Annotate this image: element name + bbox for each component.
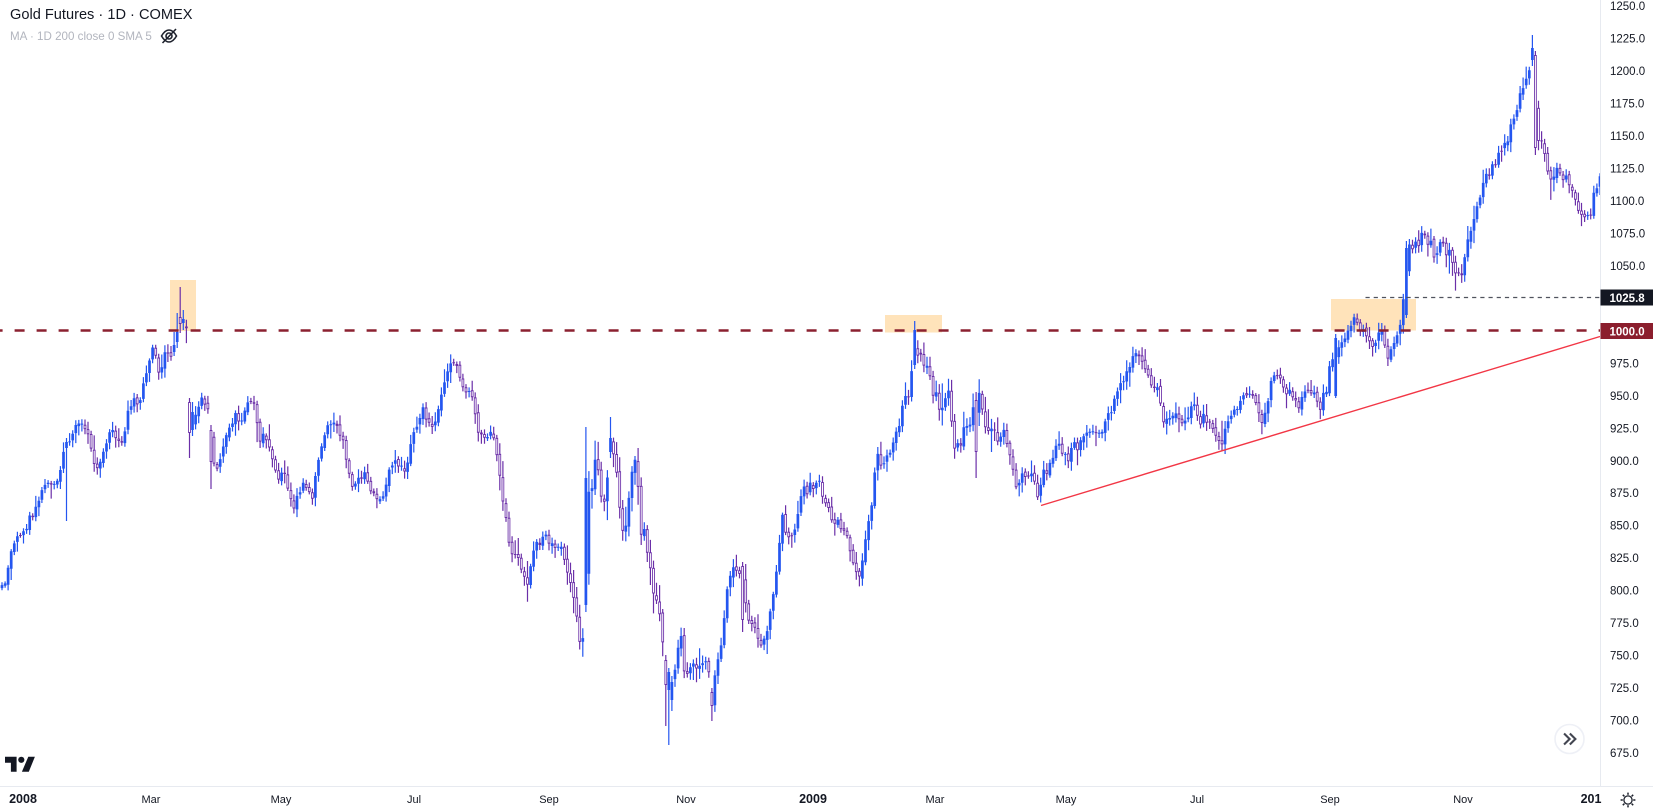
- svg-text:2008: 2008: [9, 792, 37, 806]
- svg-text:1075.0: 1075.0: [1610, 229, 1645, 241]
- svg-text:900.0: 900.0: [1610, 456, 1639, 468]
- svg-text:875.0: 875.0: [1610, 488, 1639, 500]
- svg-text:675.0: 675.0: [1610, 748, 1639, 760]
- svg-text:1125.0: 1125.0: [1610, 164, 1644, 176]
- svg-text:1100.0: 1100.0: [1610, 196, 1644, 208]
- svg-text:Sep: Sep: [1320, 794, 1340, 806]
- svg-text:Mar: Mar: [142, 794, 161, 806]
- svg-text:800.0: 800.0: [1610, 586, 1639, 598]
- svg-text:750.0: 750.0: [1610, 651, 1639, 663]
- svg-text:Gold Futures · 1D · COMEX: Gold Futures · 1D · COMEX: [10, 7, 193, 23]
- svg-text:Jul: Jul: [407, 794, 421, 806]
- svg-text:1000.0: 1000.0: [1610, 326, 1645, 338]
- svg-text:950.0: 950.0: [1610, 391, 1639, 403]
- svg-text:1200.0: 1200.0: [1610, 66, 1645, 78]
- svg-text:201: 201: [1581, 792, 1602, 806]
- svg-text:Sep: Sep: [539, 794, 559, 806]
- svg-text:Jul: Jul: [1190, 794, 1204, 806]
- svg-text:Nov: Nov: [676, 794, 696, 806]
- svg-text:May: May: [271, 794, 292, 806]
- svg-text:2009: 2009: [799, 792, 827, 806]
- svg-text:1250.0: 1250.0: [1610, 1, 1645, 13]
- svg-text:Mar: Mar: [926, 794, 945, 806]
- svg-text:725.0: 725.0: [1610, 683, 1639, 695]
- svg-text:1175.0: 1175.0: [1610, 99, 1644, 111]
- svg-text:975.0: 975.0: [1610, 358, 1639, 370]
- svg-text:1225.0: 1225.0: [1610, 34, 1645, 46]
- svg-text:1025.8: 1025.8: [1610, 293, 1646, 305]
- svg-text:700.0: 700.0: [1610, 716, 1639, 728]
- svg-text:MA · 1D 200 close 0 SMA 5: MA · 1D 200 close 0 SMA 5: [10, 30, 152, 43]
- svg-text:1150.0: 1150.0: [1610, 131, 1644, 143]
- svg-text:925.0: 925.0: [1610, 423, 1639, 435]
- svg-text:775.0: 775.0: [1610, 618, 1639, 630]
- svg-text:825.0: 825.0: [1610, 553, 1639, 565]
- svg-text:Nov: Nov: [1453, 794, 1473, 806]
- svg-text:May: May: [1056, 794, 1077, 806]
- svg-text:1050.0: 1050.0: [1610, 261, 1645, 273]
- svg-text:850.0: 850.0: [1610, 521, 1639, 533]
